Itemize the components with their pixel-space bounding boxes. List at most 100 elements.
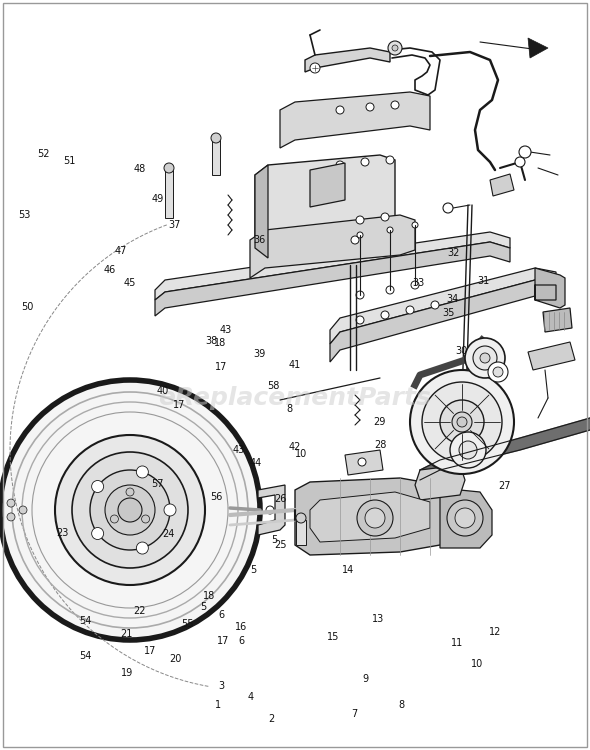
Circle shape bbox=[358, 458, 366, 466]
Circle shape bbox=[457, 417, 467, 427]
Text: 30: 30 bbox=[455, 346, 467, 356]
Text: 6: 6 bbox=[218, 610, 224, 620]
Text: 10: 10 bbox=[295, 448, 307, 459]
Circle shape bbox=[7, 513, 15, 521]
Circle shape bbox=[422, 382, 502, 462]
Circle shape bbox=[72, 452, 188, 568]
Circle shape bbox=[381, 311, 389, 319]
Circle shape bbox=[7, 499, 15, 507]
Text: 36: 36 bbox=[254, 235, 266, 245]
Circle shape bbox=[387, 227, 393, 233]
Circle shape bbox=[136, 466, 148, 478]
Circle shape bbox=[440, 400, 484, 444]
Polygon shape bbox=[155, 242, 510, 316]
Circle shape bbox=[411, 281, 419, 289]
Text: 38: 38 bbox=[205, 336, 217, 346]
Polygon shape bbox=[255, 165, 268, 258]
Text: 17: 17 bbox=[145, 646, 156, 656]
Circle shape bbox=[164, 504, 176, 516]
Circle shape bbox=[493, 367, 503, 377]
Text: 5: 5 bbox=[271, 535, 277, 545]
Text: 40: 40 bbox=[156, 386, 168, 397]
Circle shape bbox=[357, 232, 363, 238]
Text: 54: 54 bbox=[80, 651, 91, 662]
Text: 5: 5 bbox=[251, 565, 257, 575]
Polygon shape bbox=[528, 342, 575, 370]
Circle shape bbox=[336, 161, 344, 169]
Text: 11: 11 bbox=[451, 638, 463, 649]
Text: 1: 1 bbox=[215, 700, 221, 710]
Circle shape bbox=[366, 103, 374, 111]
Circle shape bbox=[412, 222, 418, 228]
Circle shape bbox=[105, 485, 155, 535]
Circle shape bbox=[386, 286, 394, 294]
Text: 48: 48 bbox=[134, 164, 146, 174]
Circle shape bbox=[443, 203, 453, 213]
Polygon shape bbox=[212, 140, 220, 175]
Text: 41: 41 bbox=[289, 360, 301, 370]
Text: 28: 28 bbox=[375, 440, 386, 450]
Text: 58: 58 bbox=[267, 381, 279, 392]
Text: 5: 5 bbox=[201, 602, 206, 613]
Circle shape bbox=[519, 146, 531, 158]
Polygon shape bbox=[250, 215, 415, 278]
Circle shape bbox=[431, 301, 439, 309]
Circle shape bbox=[211, 133, 221, 143]
Text: 54: 54 bbox=[80, 616, 91, 626]
Text: 55: 55 bbox=[181, 619, 194, 629]
Text: 33: 33 bbox=[413, 278, 425, 289]
Circle shape bbox=[447, 500, 483, 536]
Polygon shape bbox=[280, 92, 430, 148]
Circle shape bbox=[126, 488, 134, 496]
Polygon shape bbox=[420, 408, 590, 480]
Circle shape bbox=[473, 346, 497, 370]
Polygon shape bbox=[345, 450, 383, 475]
Circle shape bbox=[381, 213, 389, 221]
Text: 8: 8 bbox=[398, 700, 404, 710]
Text: 42: 42 bbox=[289, 442, 301, 452]
Text: 32: 32 bbox=[447, 248, 459, 259]
Text: 15: 15 bbox=[327, 632, 339, 643]
Text: 24: 24 bbox=[162, 529, 174, 539]
Polygon shape bbox=[305, 48, 390, 72]
Circle shape bbox=[361, 158, 369, 166]
Circle shape bbox=[55, 435, 205, 585]
Text: 17: 17 bbox=[215, 362, 227, 373]
Circle shape bbox=[459, 441, 477, 459]
Polygon shape bbox=[258, 485, 285, 535]
Text: 6: 6 bbox=[239, 636, 245, 646]
Circle shape bbox=[91, 527, 104, 539]
Polygon shape bbox=[330, 268, 556, 344]
Text: 17: 17 bbox=[173, 400, 185, 410]
Text: 4: 4 bbox=[248, 692, 254, 703]
Text: 56: 56 bbox=[211, 491, 222, 502]
Circle shape bbox=[0, 380, 260, 640]
Circle shape bbox=[118, 498, 142, 522]
Text: 35: 35 bbox=[442, 308, 454, 319]
Text: eReplacementParts: eReplacementParts bbox=[159, 386, 431, 410]
Text: 22: 22 bbox=[133, 606, 146, 616]
Polygon shape bbox=[543, 308, 572, 332]
Polygon shape bbox=[535, 268, 565, 308]
Circle shape bbox=[480, 353, 490, 363]
Circle shape bbox=[388, 41, 402, 55]
Circle shape bbox=[406, 306, 414, 314]
Circle shape bbox=[452, 412, 472, 432]
Text: 18: 18 bbox=[214, 338, 226, 349]
Polygon shape bbox=[255, 155, 395, 248]
Text: 51: 51 bbox=[64, 156, 76, 166]
Text: 13: 13 bbox=[372, 614, 384, 624]
Polygon shape bbox=[155, 232, 510, 300]
Text: 26: 26 bbox=[274, 494, 286, 505]
Text: 37: 37 bbox=[168, 220, 180, 230]
Circle shape bbox=[90, 470, 170, 550]
Text: 7: 7 bbox=[351, 709, 357, 719]
Polygon shape bbox=[295, 478, 455, 555]
Circle shape bbox=[391, 101, 399, 109]
Polygon shape bbox=[415, 465, 465, 500]
Text: 20: 20 bbox=[170, 653, 182, 664]
Text: 46: 46 bbox=[104, 265, 116, 275]
Text: 50: 50 bbox=[22, 302, 34, 313]
Circle shape bbox=[455, 508, 475, 528]
Circle shape bbox=[386, 156, 394, 164]
